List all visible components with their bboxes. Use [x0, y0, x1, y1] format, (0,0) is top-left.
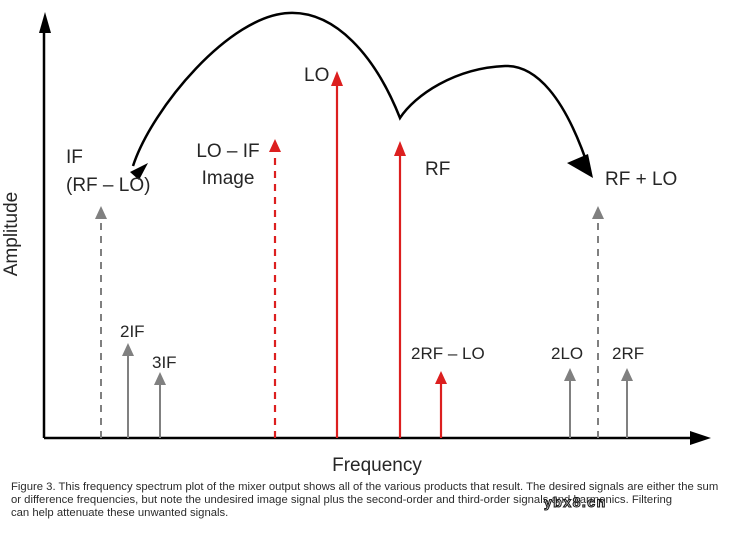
svg-text:Image: Image [202, 168, 255, 189]
svg-text:Amplitude: Amplitude [1, 192, 22, 277]
svg-text:2RF: 2RF [612, 344, 644, 363]
svg-text:2LO: 2LO [551, 344, 583, 363]
svg-text:2IF: 2IF [120, 322, 145, 341]
svg-text:2RF – LO: 2RF – LO [411, 344, 485, 363]
svg-text:Frequency: Frequency [332, 455, 422, 476]
svg-text:3IF: 3IF [152, 353, 177, 372]
svg-text:LO – IF: LO – IF [196, 141, 259, 162]
svg-text:RF: RF [425, 159, 450, 180]
svg-text:IF: IF [66, 147, 83, 168]
svg-text:(RF – LO): (RF – LO) [66, 175, 150, 196]
svg-text:LO: LO [304, 65, 329, 86]
svg-text:RF + LO: RF + LO [605, 169, 677, 190]
